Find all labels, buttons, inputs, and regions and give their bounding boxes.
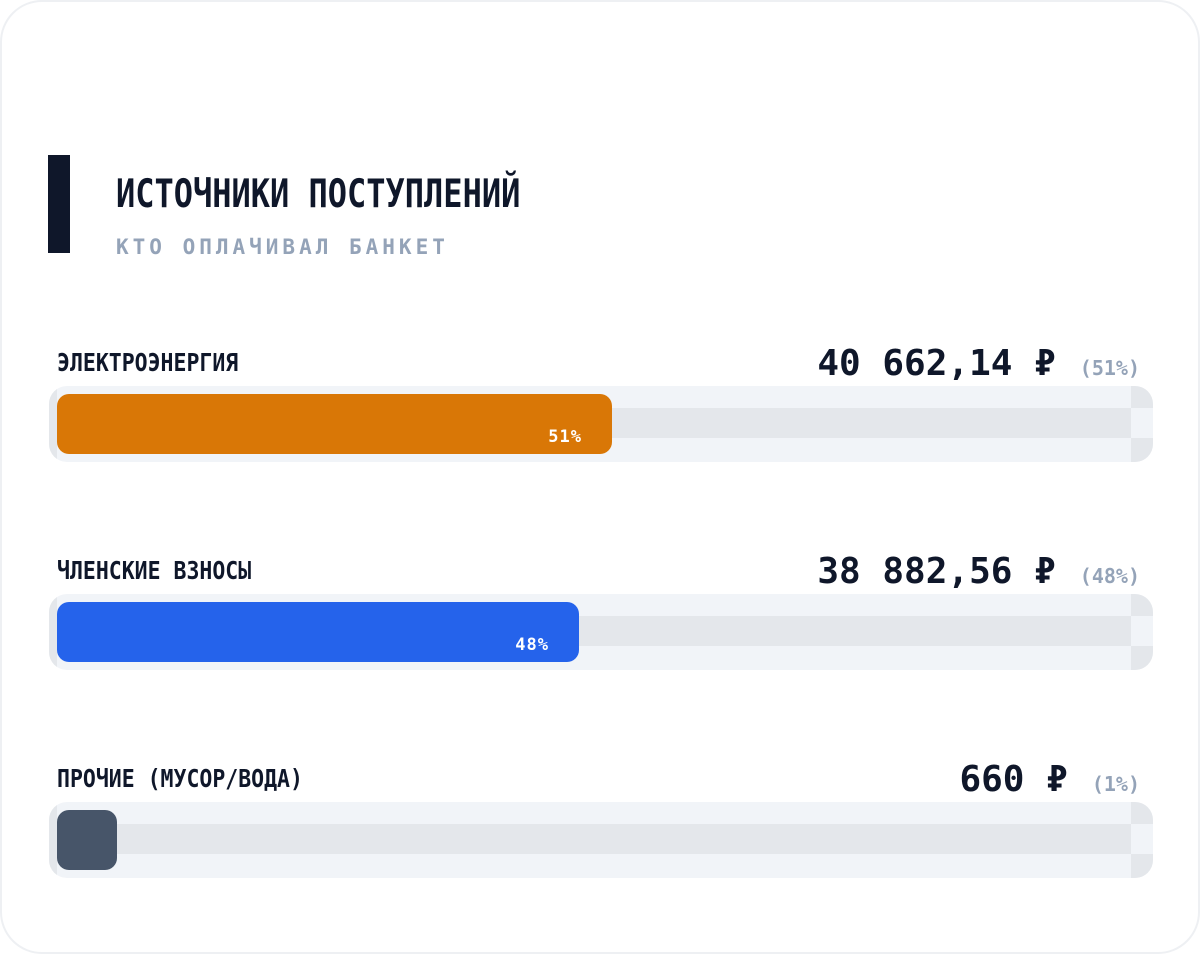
- bar-amount: 40 662,14 ₽: [817, 343, 1056, 384]
- bar-fill: 51%: [57, 394, 612, 454]
- chart-title: ИСТОЧНИКИ ПОСТУПЛЕНИЙ: [116, 172, 521, 217]
- track-stripe: [49, 824, 1153, 854]
- bar-track: [49, 802, 1153, 878]
- bar-value-group: 40 662,14 ₽ (51%): [817, 343, 1140, 384]
- bar-value-group: 660 ₽ (1%): [959, 759, 1140, 800]
- bar-label: ЭЛЕКТРОЭНЕРГИЯ: [57, 348, 239, 377]
- bar-label: ЧЛЕНСКИЕ ВЗНОСЫ: [57, 556, 252, 585]
- bar-fill-label: 48%: [515, 635, 549, 655]
- track-end-cap: [1131, 386, 1153, 462]
- track-start-cap: [49, 594, 57, 670]
- bar-percent: (51%): [1079, 356, 1140, 380]
- track-end-cap: [1131, 594, 1153, 670]
- track-end-cap: [1131, 802, 1153, 878]
- bar-fill-label: 51%: [548, 427, 582, 447]
- track-start-cap: [49, 802, 57, 878]
- bar-percent: (48%): [1079, 564, 1140, 588]
- title-accent-bar: [48, 155, 70, 253]
- chart-subtitle: КТО ОПЛАЧИВАЛ БАНКЕТ: [116, 235, 449, 259]
- bar-amount: 38 882,56 ₽: [817, 551, 1056, 592]
- track-start-cap: [49, 386, 57, 462]
- bar-label: ПРОЧИЕ (МУСОР/ВОДА): [57, 764, 303, 793]
- bar-percent: (1%): [1091, 772, 1140, 796]
- bar-value-group: 38 882,56 ₽ (48%): [817, 551, 1140, 592]
- bar-track: 51%: [49, 386, 1153, 462]
- bar-track: 48%: [49, 594, 1153, 670]
- bar-fill: [57, 810, 117, 870]
- bar-amount: 660 ₽: [959, 759, 1068, 800]
- bar-fill: 48%: [57, 602, 579, 662]
